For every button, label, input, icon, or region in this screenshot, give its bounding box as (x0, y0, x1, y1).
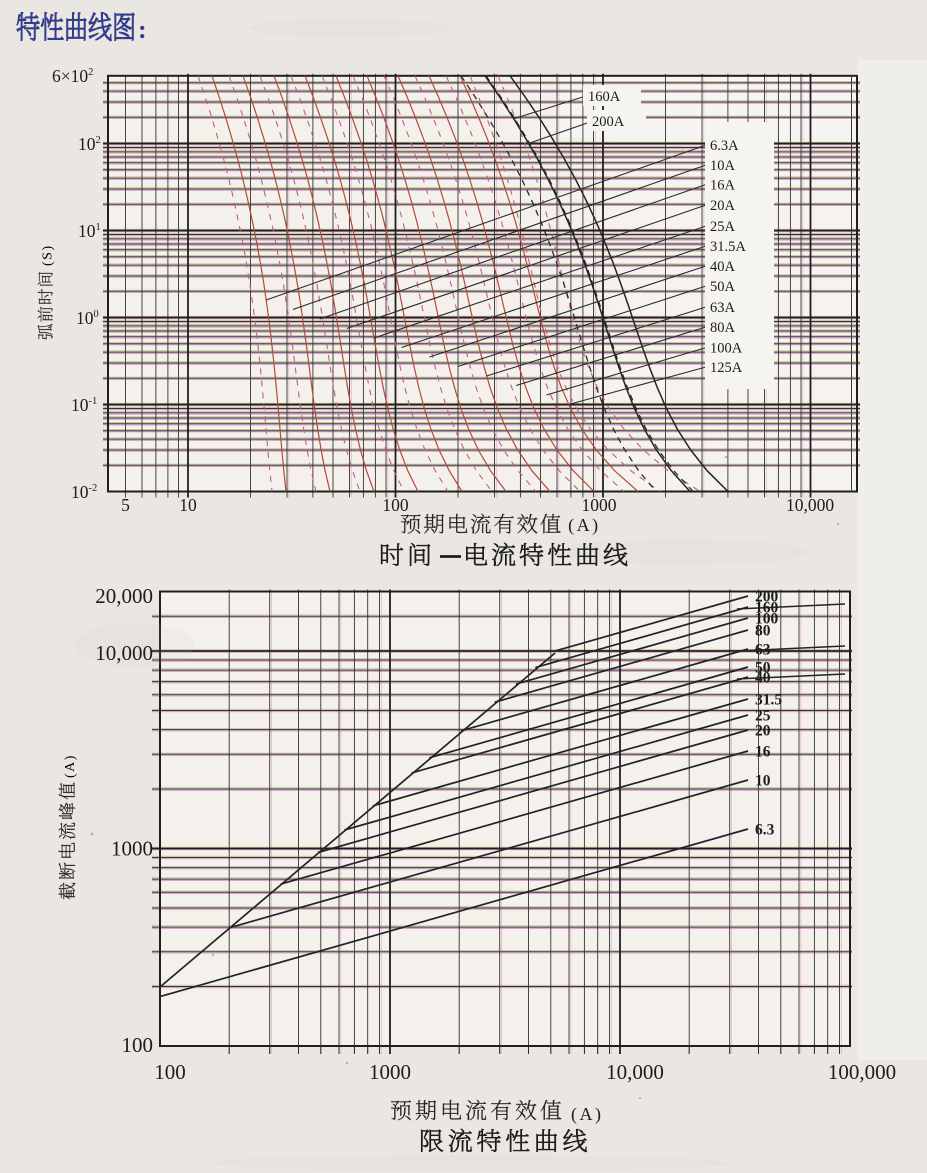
svg-text:100A: 100A (710, 341, 743, 357)
svg-text:(A): (A) (63, 754, 78, 778)
svg-text:160: 160 (755, 600, 779, 617)
svg-text:6.3A: 6.3A (710, 138, 739, 154)
svg-text:100: 100 (154, 1060, 186, 1084)
svg-text:125A: 125A (710, 360, 743, 376)
svg-text:101: 101 (78, 221, 101, 241)
svg-text:10: 10 (179, 495, 197, 515)
svg-text:16A: 16A (710, 178, 736, 194)
svg-text::: : (138, 15, 147, 44)
svg-text:10,000: 10,000 (606, 1060, 664, 1084)
svg-text:10A: 10A (710, 158, 736, 174)
svg-text:80: 80 (755, 623, 771, 640)
svg-text:(S): (S) (41, 244, 56, 266)
svg-text:31.5: 31.5 (755, 692, 782, 709)
svg-text:40: 40 (755, 670, 771, 687)
svg-text:50A: 50A (710, 279, 736, 295)
svg-text:100: 100 (122, 1033, 154, 1057)
svg-text:160A: 160A (588, 89, 621, 105)
svg-text:100: 100 (382, 495, 409, 515)
svg-text:20: 20 (755, 723, 771, 740)
svg-text:25A: 25A (710, 219, 736, 235)
svg-text:100,000: 100,000 (828, 1060, 896, 1084)
svg-text:10,000: 10,000 (95, 641, 153, 665)
svg-text:1000: 1000 (111, 837, 153, 861)
svg-text:200: 200 (755, 589, 779, 606)
svg-text:1000: 1000 (369, 1060, 411, 1084)
svg-text:20,000: 20,000 (95, 584, 153, 608)
svg-text:20A: 20A (710, 198, 736, 214)
svg-text:(A): (A) (571, 1104, 604, 1125)
svg-text:25: 25 (755, 708, 771, 725)
svg-text:(A): (A) (568, 515, 601, 536)
svg-text:200A: 200A (592, 114, 625, 130)
svg-text:80A: 80A (710, 320, 736, 336)
svg-text:63A: 63A (710, 300, 736, 316)
svg-text:63: 63 (755, 642, 771, 659)
svg-text:16: 16 (755, 744, 771, 761)
svg-text:5: 5 (121, 495, 130, 515)
svg-text:100: 100 (755, 611, 779, 628)
svg-text:1000: 1000 (582, 495, 617, 515)
svg-text:40A: 40A (710, 259, 736, 275)
svg-text:50: 50 (755, 660, 771, 677)
svg-text:6×102: 6×102 (52, 66, 93, 86)
svg-text:10,000: 10,000 (786, 495, 834, 515)
svg-text:6.3: 6.3 (755, 822, 775, 839)
svg-text:31.5A: 31.5A (710, 239, 746, 255)
svg-text:102: 102 (78, 134, 101, 154)
svg-text:100: 100 (76, 308, 99, 328)
svg-text:10: 10 (755, 773, 771, 790)
